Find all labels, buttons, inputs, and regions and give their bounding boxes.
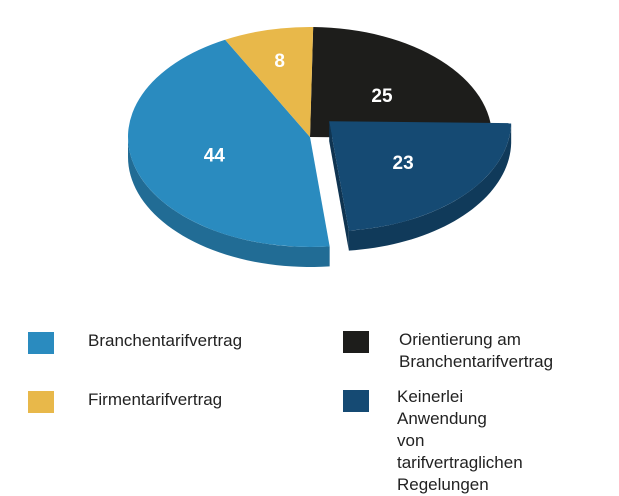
legend-label: Branchentarifvertrag: [88, 330, 242, 352]
legend-label: Orientierung am Branchentarifvertrag: [399, 329, 553, 373]
pie-slice-top: [329, 121, 511, 230]
pie-slice-23: [329, 121, 511, 250]
legend-swatch: [343, 390, 369, 412]
pie-chart: 25 23 44 8: [0, 0, 619, 300]
legend-swatch: [28, 391, 54, 413]
slice-value-label: 8: [274, 51, 285, 72]
legend-swatch: [28, 332, 54, 354]
legend-label: Firmentarifvertrag: [88, 389, 222, 411]
slice-value-label: 44: [204, 146, 226, 167]
slice-value-label: 23: [393, 153, 414, 174]
slice-value-label: 25: [371, 86, 393, 107]
legend-swatch: [343, 331, 369, 353]
